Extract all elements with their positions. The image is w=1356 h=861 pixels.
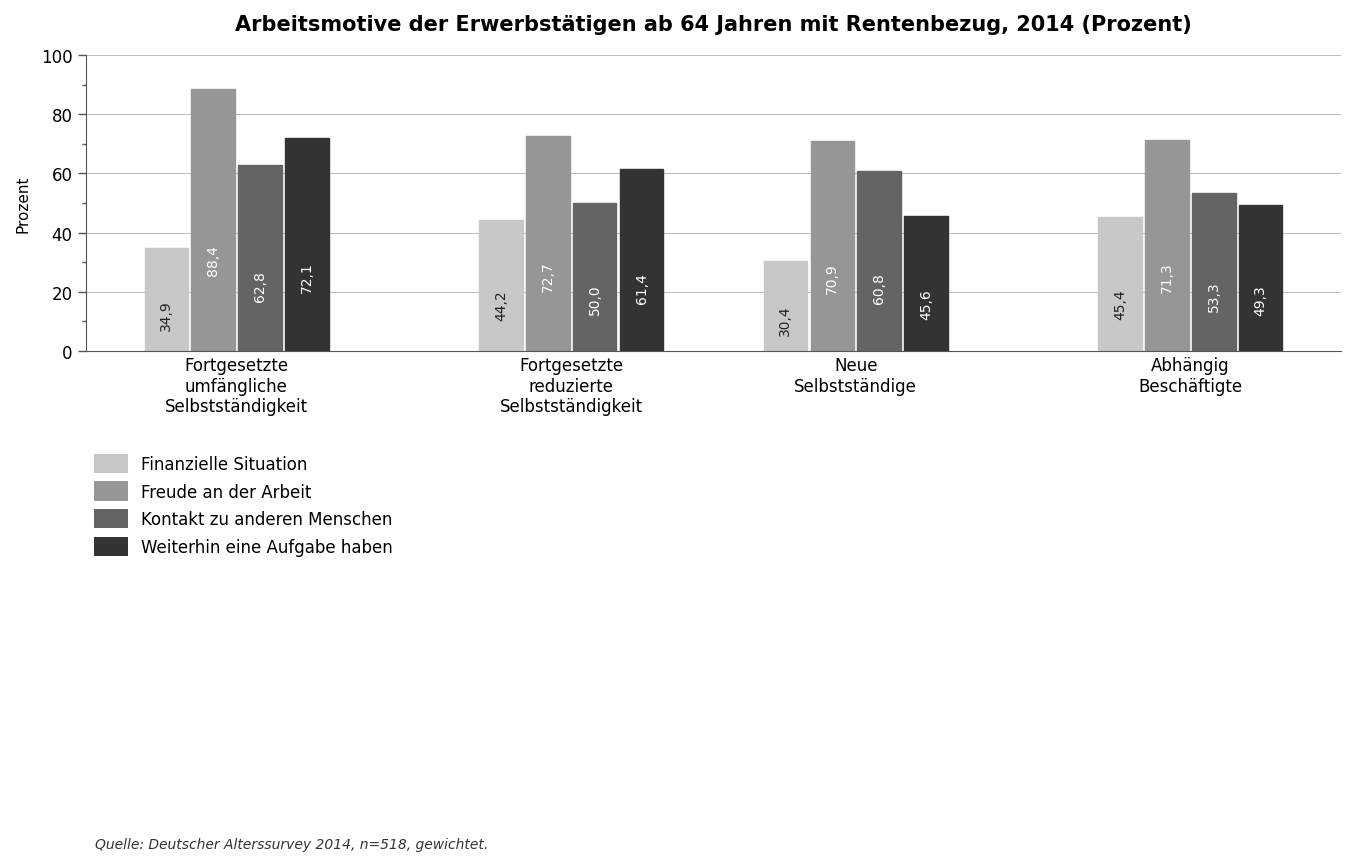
- Text: 62,8: 62,8: [254, 271, 267, 302]
- Bar: [285, 139, 328, 351]
- Text: 45,4: 45,4: [1113, 289, 1127, 319]
- Bar: [145, 248, 188, 351]
- Bar: [857, 172, 900, 351]
- Bar: [1239, 206, 1283, 351]
- Bar: [1192, 194, 1235, 351]
- Bar: [239, 166, 282, 351]
- Text: 34,9: 34,9: [159, 300, 174, 331]
- Text: 71,3: 71,3: [1159, 263, 1174, 293]
- Bar: [904, 217, 948, 351]
- Text: 50,0: 50,0: [587, 284, 602, 315]
- Text: 45,6: 45,6: [919, 289, 933, 319]
- Legend: Finanzielle Situation, Freude an der Arbeit, Kontakt zu anderen Menschen, Weiter: Finanzielle Situation, Freude an der Arb…: [95, 455, 393, 556]
- Text: 72,1: 72,1: [300, 262, 313, 292]
- Bar: [191, 90, 235, 351]
- Text: 70,9: 70,9: [826, 263, 839, 294]
- Title: Arbeitsmotive der Erwerbstätigen ab 64 Jahren mit Rentenbezug, 2014 (Prozent): Arbeitsmotive der Erwerbstätigen ab 64 J…: [235, 15, 1192, 35]
- Bar: [1098, 217, 1142, 351]
- Bar: [1146, 140, 1189, 351]
- Bar: [763, 262, 807, 351]
- Text: 49,3: 49,3: [1254, 285, 1268, 316]
- Bar: [620, 170, 663, 351]
- Bar: [811, 142, 854, 351]
- Text: 61,4: 61,4: [635, 273, 648, 303]
- Text: 60,8: 60,8: [872, 273, 885, 304]
- Text: 44,2: 44,2: [494, 290, 508, 321]
- Bar: [479, 220, 522, 351]
- Y-axis label: Prozent: Prozent: [15, 175, 30, 232]
- Bar: [526, 137, 570, 351]
- Text: 88,4: 88,4: [206, 245, 220, 276]
- Text: 30,4: 30,4: [778, 305, 792, 335]
- Text: 53,3: 53,3: [1207, 281, 1220, 312]
- Bar: [572, 204, 617, 351]
- Text: Quelle: Deutscher Alterssurvey 2014, n=518, gewichtet.: Quelle: Deutscher Alterssurvey 2014, n=5…: [95, 837, 488, 851]
- Text: 72,7: 72,7: [541, 261, 555, 292]
